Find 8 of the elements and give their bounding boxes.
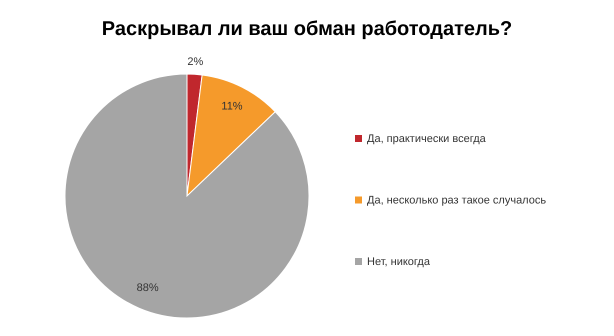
pie-slice	[64, 74, 310, 318]
legend-label: Нет, никогда	[367, 256, 431, 268]
legend-label: Да, практически всегда	[367, 132, 487, 145]
legend-label: Да, несколько раз такое случалось	[367, 194, 546, 206]
data-label: 11%	[221, 100, 243, 113]
chart-title: Раскрывал ли ваш обман работодатель?	[102, 18, 512, 40]
data-label: 2%	[187, 56, 204, 68]
data-label: 88%	[136, 282, 159, 294]
